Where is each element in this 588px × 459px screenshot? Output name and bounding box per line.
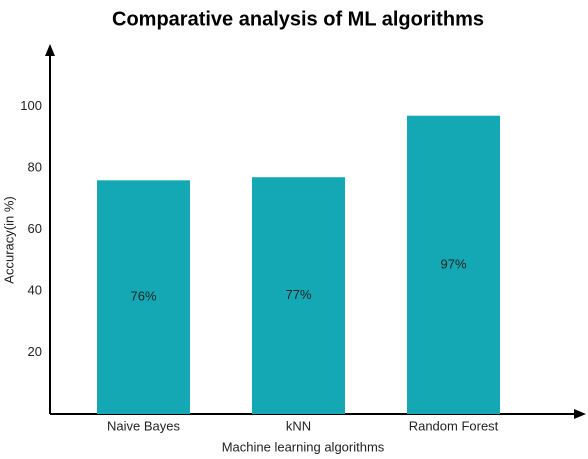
chart-title: Comparative analysis of ML algorithms: [112, 8, 484, 30]
value-label: 76%: [130, 289, 156, 304]
y-axis-arrow: [45, 44, 55, 56]
bar: [97, 180, 190, 414]
value-label: 77%: [285, 287, 311, 302]
y-axis-label: Accuracy(in %): [1, 196, 16, 283]
y-tick-label: 100: [20, 98, 42, 113]
value-label: 97%: [440, 256, 466, 271]
x-axis-label: Machine learning algorithms: [222, 439, 385, 454]
y-tick-label: 80: [28, 159, 42, 174]
x-tick-label: kNN: [286, 418, 311, 433]
x-tick-label: Naive Bayes: [107, 418, 180, 433]
y-tick-label: 20: [28, 344, 42, 359]
bar: [407, 115, 500, 414]
x-tick-label: Random Forest: [409, 418, 499, 433]
y-tick-label: 60: [28, 221, 42, 236]
bar: [252, 177, 345, 414]
x-axis-arrow: [574, 409, 586, 419]
y-tick-label: 40: [28, 282, 42, 297]
